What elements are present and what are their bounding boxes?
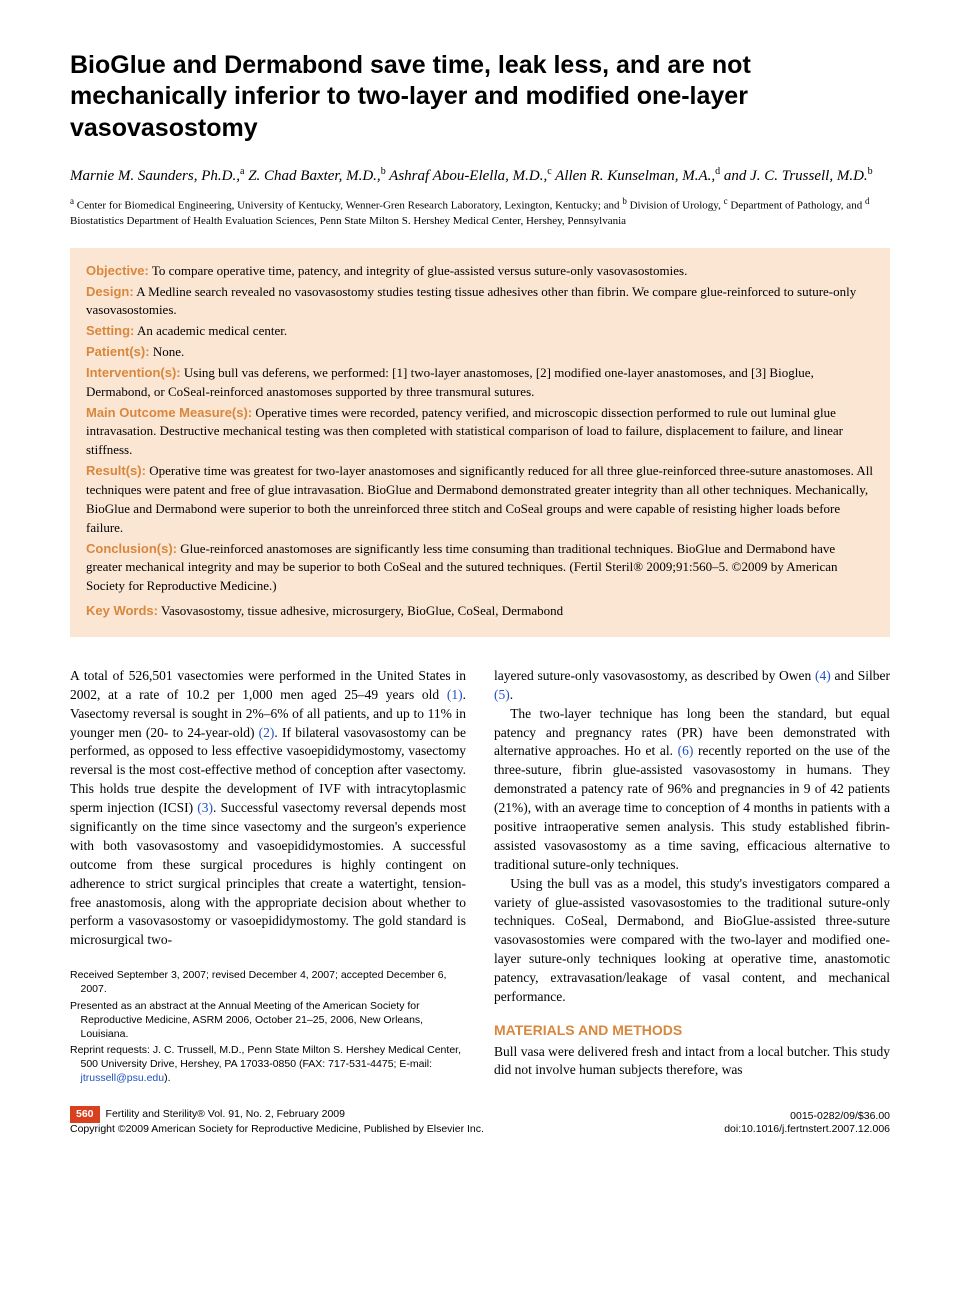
objective-text: To compare operative time, patency, and …	[152, 263, 687, 278]
body-paragraph: Bull vasa were delivered fresh and intac…	[494, 1043, 890, 1081]
keywords-label: Key Words:	[86, 603, 158, 618]
outcomes-label: Main Outcome Measure(s):	[86, 405, 252, 420]
conclusions-label: Conclusion(s):	[86, 541, 177, 556]
journal-info-line1: Fertility and Sterility® Vol. 91, No. 2,…	[106, 1108, 345, 1120]
article-title: BioGlue and Dermabond save time, leak le…	[70, 50, 890, 144]
footnote-reprint: Reprint requests: J. C. Trussell, M.D., …	[81, 1043, 467, 1086]
section-heading-materials: MATERIALS AND METHODS	[494, 1021, 890, 1041]
issn-text: 0015-0282/09/$36.00	[790, 1110, 890, 1122]
keywords-text: Vasovasostomy, tissue adhesive, microsur…	[161, 603, 563, 618]
page-number-badge: 560	[70, 1106, 100, 1124]
ref-link-5[interactable]: (5)	[494, 687, 510, 702]
ref-link-3[interactable]: (3)	[197, 800, 213, 815]
footnotes: Received September 3, 2007; revised Dece…	[70, 968, 466, 1085]
doi-text: doi:10.1016/j.fertnstert.2007.12.006	[724, 1123, 890, 1135]
design-text: A Medline search revealed no vasovasosto…	[86, 284, 856, 318]
footnote-presented: Presented as an abstract at the Annual M…	[81, 999, 467, 1042]
page-footer: 560 Fertility and Sterility® Vol. 91, No.…	[70, 1106, 890, 1137]
journal-info-line2: Copyright ©2009 American Society for Rep…	[70, 1123, 484, 1135]
footnote-received: Received September 3, 2007; revised Dece…	[81, 968, 467, 996]
results-label: Result(s):	[86, 463, 146, 478]
body-paragraph: layered suture-only vasovasostomy, as de…	[494, 667, 890, 705]
body-paragraph: Using the bull vas as a model, this stud…	[494, 875, 890, 1007]
objective-label: Objective:	[86, 263, 149, 278]
footer-right: 0015-0282/09/$36.00 doi:10.1016/j.fertns…	[724, 1110, 890, 1137]
conclusions-text: Glue-reinforced anastomoses are signific…	[86, 541, 838, 594]
affiliations: a Center for Biomedical Engineering, Uni…	[70, 195, 890, 229]
ref-link-1[interactable]: (1)	[447, 687, 463, 702]
body-paragraph: The two-layer technique has long been th…	[494, 705, 890, 875]
body-columns: A total of 526,501 vasectomies were perf…	[70, 667, 890, 1088]
column-left: A total of 526,501 vasectomies were perf…	[70, 667, 466, 1088]
column-right: layered suture-only vasovasostomy, as de…	[494, 667, 890, 1088]
results-text: Operative time was greatest for two-laye…	[86, 463, 873, 535]
authors-list: Marnie M. Saunders, Ph.D.,a Z. Chad Baxt…	[70, 164, 890, 188]
ref-link-6[interactable]: (6)	[678, 743, 694, 758]
interventions-text: Using bull vas deferens, we performed: […	[86, 365, 814, 399]
body-paragraph: A total of 526,501 vasectomies were perf…	[70, 667, 466, 950]
ref-link-2[interactable]: (2)	[259, 725, 275, 740]
design-label: Design:	[86, 284, 134, 299]
footer-left: 560 Fertility and Sterility® Vol. 91, No.…	[70, 1106, 484, 1137]
setting-label: Setting:	[86, 323, 134, 338]
ref-link-4[interactable]: (4)	[815, 668, 831, 683]
abstract-box: Objective: To compare operative time, pa…	[70, 248, 890, 637]
patients-label: Patient(s):	[86, 344, 150, 359]
setting-text: An academic medical center.	[137, 323, 287, 338]
patients-text: None.	[153, 344, 184, 359]
interventions-label: Intervention(s):	[86, 365, 181, 380]
email-link[interactable]: jtrussell@psu.edu	[81, 1072, 165, 1084]
